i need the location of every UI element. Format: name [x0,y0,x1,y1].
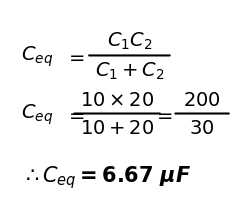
Text: $C_{eq}$: $C_{eq}$ [21,44,53,68]
Text: $=$: $=$ [65,47,85,66]
Text: $C_{eq}$: $C_{eq}$ [21,102,53,126]
Text: $200$: $200$ [183,90,221,109]
Text: $C_1C_2$: $C_1C_2$ [107,31,152,52]
Text: $=$: $=$ [65,104,85,123]
Text: $C_1 + C_2$: $C_1 + C_2$ [95,61,164,82]
Text: $10 + 20$: $10 + 20$ [80,118,154,137]
Text: $30$: $30$ [189,118,215,137]
Text: $\therefore \boldsymbol{C_{eq} = 6.67\ \mu F}$: $\therefore \boldsymbol{C_{eq} = 6.67\ \… [21,163,191,190]
Text: $10 \times 20$: $10 \times 20$ [80,90,154,109]
Text: $=$: $=$ [153,104,173,123]
